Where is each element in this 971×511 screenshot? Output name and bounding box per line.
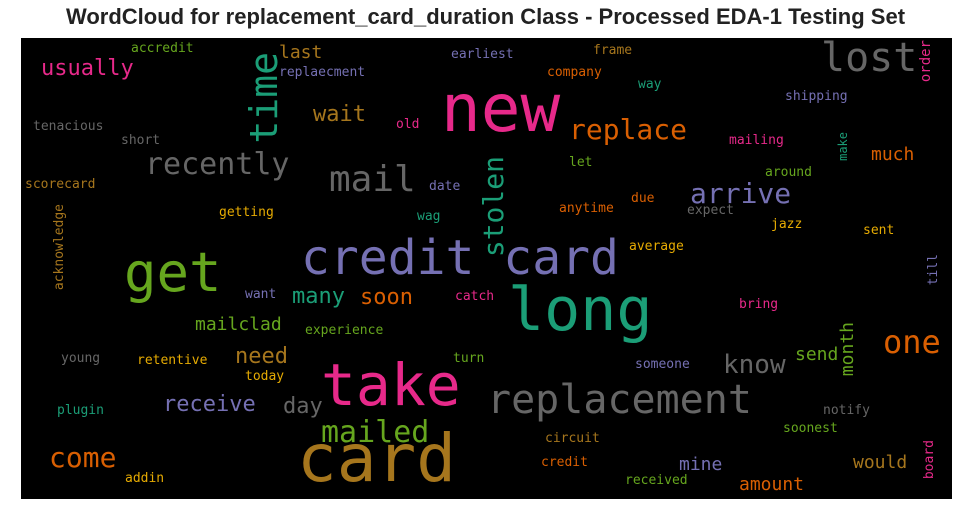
word-cloud-word: acknowledge <box>52 204 67 291</box>
word-cloud-word: amount <box>739 474 805 495</box>
word-cloud-word: expect <box>687 203 734 218</box>
word-cloud-word: received <box>625 473 688 488</box>
word-cloud-word: order <box>918 40 934 83</box>
word-cloud-word: circuit <box>545 431 600 446</box>
word-cloud-word: time <box>242 52 286 144</box>
word-cloud-word: usually <box>41 56 134 81</box>
word-cloud-word: addin <box>125 471 165 486</box>
word-cloud-word: make <box>836 132 850 161</box>
word-cloud-word: mailclad <box>195 314 282 335</box>
word-cloud-word: turn <box>453 351 485 366</box>
word-cloud-word: mailing <box>729 133 784 148</box>
word-cloud-word: card <box>297 420 456 497</box>
word-cloud-word: someone <box>635 357 690 372</box>
word-cloud-word: due <box>631 191 655 206</box>
word-cloud-word: wait <box>313 102 366 127</box>
word-cloud-word: new <box>441 70 561 147</box>
word-cloud-word: soon <box>360 285 413 310</box>
word-cloud-word: let <box>569 155 593 170</box>
word-cloud-word: board <box>922 440 937 480</box>
word-cloud-word: short <box>121 133 161 148</box>
word-cloud-word: need <box>235 344 288 369</box>
word-cloud-word: send <box>795 344 839 365</box>
word-cloud-word: would <box>853 452 908 473</box>
word-cloud-word: old <box>396 117 420 132</box>
word-cloud-word: credit card <box>301 230 619 286</box>
word-cloud-word: mailed <box>321 415 430 450</box>
word-cloud-word: sent <box>863 223 895 238</box>
word-cloud-word: scorecard <box>25 177 96 192</box>
word-cloud-word: frame <box>593 43 633 58</box>
word-cloud-word: stolen <box>477 156 510 258</box>
word-cloud-word: credit <box>541 455 588 470</box>
word-cloud-word: month <box>837 322 858 377</box>
word-cloud-word: come <box>49 441 117 474</box>
word-cloud-word: earliest <box>451 47 514 62</box>
word-cloud-word: receive <box>163 392 256 417</box>
word-cloud-word: one <box>883 323 941 361</box>
word-cloud-word: retentive <box>137 353 208 368</box>
word-cloud-word: way <box>638 77 662 92</box>
word-cloud-word: mail <box>329 159 416 200</box>
word-cloud-word: plugin <box>57 403 104 418</box>
word-cloud-word: arrive <box>690 177 792 210</box>
word-cloud-word: getting <box>219 205 274 220</box>
word-cloud-word: around <box>765 165 812 180</box>
word-cloud-word: get <box>124 241 222 304</box>
word-cloud-word: many <box>292 284 345 309</box>
word-cloud-word: date <box>429 179 461 194</box>
word-cloud-word: catch <box>455 289 495 304</box>
word-cloud-word: mine <box>679 454 723 475</box>
word-cloud-word: lost <box>821 38 918 81</box>
word-cloud-word: take <box>321 351 461 419</box>
word-cloud-word: last <box>279 42 323 63</box>
word-cloud-word: replaecment <box>279 65 366 80</box>
word-cloud-word: recently <box>145 147 290 182</box>
word-cloud-word: accredit <box>131 41 194 56</box>
word-cloud-word: till <box>926 254 941 286</box>
word-cloud-word: shipping <box>785 89 848 104</box>
word-cloud-word: want <box>245 287 277 302</box>
word-cloud-word: know <box>723 350 786 380</box>
word-cloud-word: today <box>245 369 285 384</box>
word-cloud-word: day <box>283 394 323 419</box>
chart-title: WordCloud for replacement_card_duration … <box>65 4 906 29</box>
word-cloud-word: experience <box>305 323 384 338</box>
word-cloud-word: jazz <box>771 217 803 232</box>
word-cloud-word: company <box>547 65 602 80</box>
word-cloud-word: wag <box>417 209 441 224</box>
word-cloud-word: replace <box>569 113 688 146</box>
word-cloud-word: soonest <box>783 421 838 436</box>
word-cloud: credit card card new take long get repla… <box>21 38 952 499</box>
word-cloud-word: bring <box>739 297 779 312</box>
word-cloud-word: anytime <box>559 201 614 216</box>
word-cloud-word: average <box>629 239 684 254</box>
word-cloud-word: notify <box>823 403 870 418</box>
word-cloud-word: long <box>508 275 653 345</box>
word-cloud-word: young <box>61 351 101 366</box>
word-cloud-word: much <box>871 144 915 165</box>
word-cloud-word: tenacious <box>33 119 104 134</box>
word-cloud-word: replacement <box>487 377 752 423</box>
